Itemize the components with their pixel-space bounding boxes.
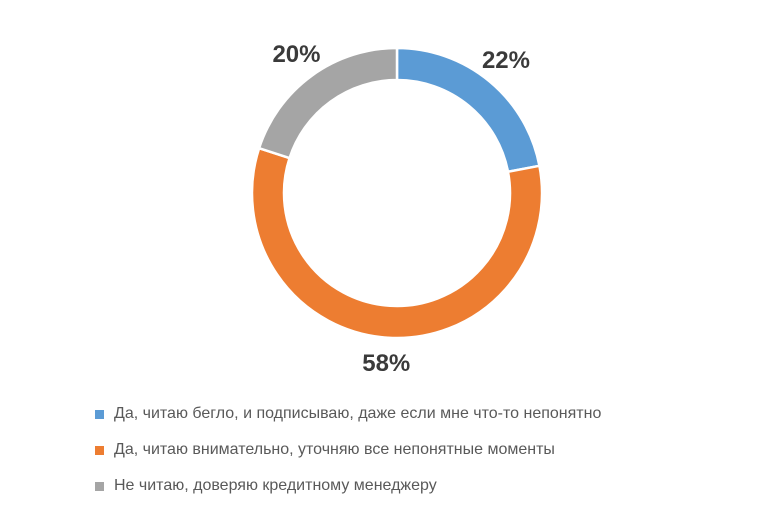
data-label: 20% [272, 40, 321, 68]
data-label: 22% [481, 47, 531, 75]
legend-label: Да, читаю бегло, и подписываю, даже если… [114, 405, 602, 422]
legend-item: Не читаю, доверяю кредитному менеджеру [95, 468, 601, 504]
donut-slice [257, 46, 399, 160]
legend-swatch-icon [95, 445, 104, 455]
data-label: 58% [362, 349, 411, 377]
legend-swatch-icon [95, 481, 104, 491]
legend: Да, читаю бегло, и подписываю, даже если… [95, 396, 601, 504]
legend-label: Не читаю, доверяю кредитному менеджеру [114, 477, 437, 494]
legend-label: Да, читаю внимательно, уточняю все непон… [114, 441, 555, 458]
legend-item: Да, читаю бегло, и подписываю, даже если… [95, 396, 601, 432]
donut-slice [250, 146, 544, 340]
legend-item: Да, читаю внимательно, уточняю все непон… [95, 432, 601, 468]
legend-swatch-icon [95, 409, 104, 419]
